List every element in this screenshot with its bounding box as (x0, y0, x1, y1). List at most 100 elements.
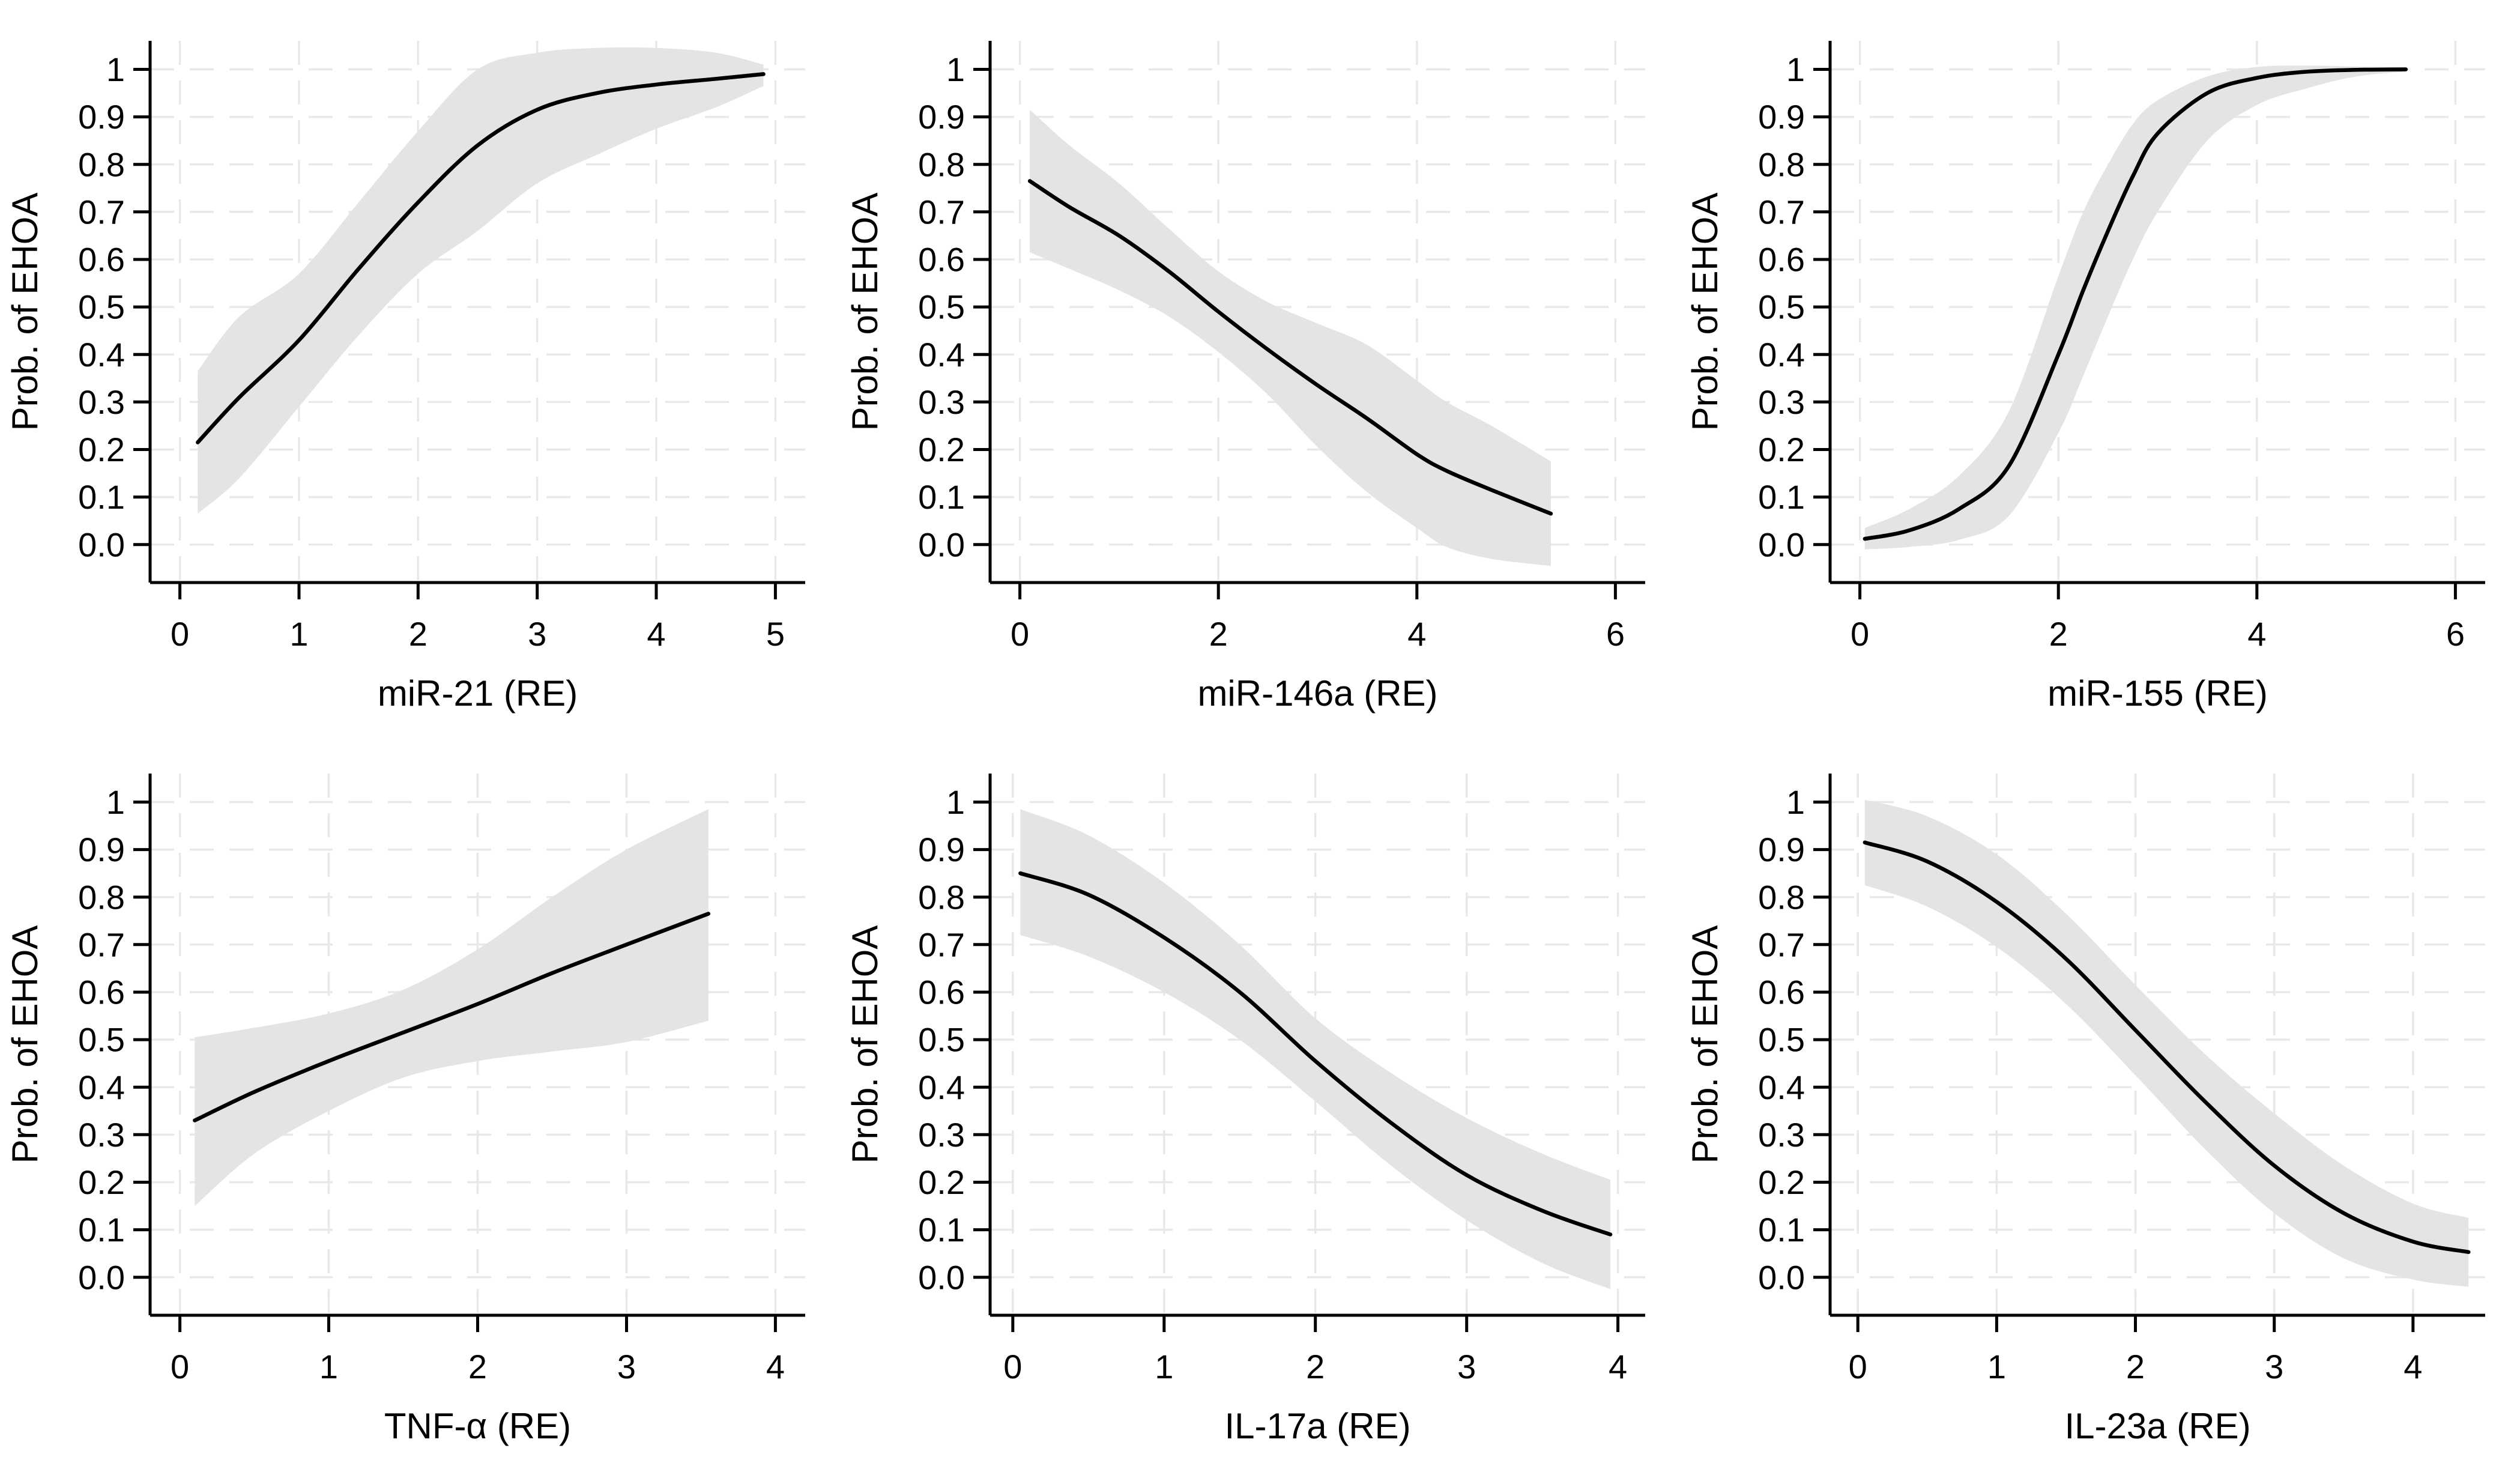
y-tick-label: 0.8 (1758, 145, 1805, 183)
x-tick-label: 0 (1849, 1348, 1867, 1386)
tick-labels-group: 0.0 0.1 0.2 0.3 0.4 0.5 0.6 0.7 0.8 0.9 1 0 1 2 3 4 (918, 783, 1627, 1386)
y-tick-label: 0.3 (918, 1116, 965, 1154)
chart-il-17a: 0.0 0.1 0.2 0.3 0.4 0.5 0.6 0.7 0.8 0.9 1 0 1 2 3 4 IL-1… (845, 774, 1645, 1446)
confidence-band (195, 809, 709, 1207)
y-tick-label: 0.5 (1758, 288, 1805, 326)
chart-mir-21: 0.0 0.1 0.2 0.3 0.4 0.5 0.6 0.7 0.8 0.9 1 0 1 2 3 4 5 miR… (5, 41, 805, 713)
probability-curve (1018, 871, 1613, 1237)
y-tick-label: 0.9 (78, 98, 125, 136)
y-tick-label: 0.8 (1758, 878, 1805, 916)
y-tick-label: 0.3 (78, 1116, 125, 1154)
subplot-mir-155: 0.0 0.1 0.2 0.3 0.4 0.5 0.6 0.7 0.8 0.9 1 0 2 4 6 miR-1… (1680, 0, 2520, 733)
y-tick-label: 0.6 (78, 241, 125, 279)
axes-group (133, 41, 805, 599)
y-tick-label: 0.3 (1758, 1116, 1805, 1154)
y-tick-label: 0.2 (1758, 431, 1805, 468)
chart-il-23a: 0.0 0.1 0.2 0.3 0.4 0.5 0.6 0.7 0.8 0.9 1 0 1 2 3 4 IL-2… (1685, 774, 2485, 1446)
x-tick-label: 4 (1609, 1348, 1627, 1386)
x-axis-title: miR-21 (RE) (378, 673, 578, 713)
tick-labels-group: 0.0 0.1 0.2 0.3 0.4 0.5 0.6 0.7 0.8 0.9 1 0 2 4 6 (1758, 50, 2465, 653)
probability-curve (1863, 67, 2408, 541)
y-tick-label: 0.0 (918, 1258, 965, 1296)
y-tick-label: 0.1 (78, 1211, 125, 1249)
x-tick-label: 6 (2446, 615, 2465, 653)
y-tick-label: 0.9 (78, 831, 125, 868)
y-tick-label: 0.4 (1758, 336, 1805, 374)
chart-mir-155: 0.0 0.1 0.2 0.3 0.4 0.5 0.6 0.7 0.8 0.9 1 0 2 4 6 miR-1… (1685, 41, 2485, 713)
y-axis-title: Prob. of EHOA (1685, 925, 1725, 1164)
x-axis-title: IL-17a (RE) (1224, 1406, 1410, 1446)
subplot-il-23a: 0.0 0.1 0.2 0.3 0.4 0.5 0.6 0.7 0.8 0.9 1 0 1 2 3 4 IL-2… (1680, 733, 2520, 1465)
y-tick-label: 1 (106, 783, 125, 821)
y-tick-label: 0.9 (1758, 98, 1805, 136)
y-tick-label: 0.4 (78, 336, 125, 374)
y-tick-label: 1 (1786, 50, 1805, 88)
x-tick-label: 0 (1011, 615, 1029, 653)
x-axis-title: IL-23a (RE) (2064, 1406, 2250, 1446)
y-tick-label: 0.2 (918, 1163, 965, 1201)
y-tick-label: 1 (1786, 783, 1805, 821)
y-tick-label: 0.2 (78, 431, 125, 468)
x-tick-label: 2 (1209, 615, 1228, 653)
y-tick-label: 0.6 (918, 974, 965, 1011)
x-tick-label: 3 (617, 1348, 636, 1386)
y-tick-label: 0.7 (78, 925, 125, 963)
axes-group (973, 774, 1645, 1332)
confidence-band (1864, 799, 2469, 1287)
probability-curve (196, 72, 766, 444)
x-tick-label: 0 (171, 1348, 189, 1386)
y-tick-label: 0.3 (78, 383, 125, 421)
y-tick-label: 0.4 (918, 336, 965, 374)
tick-labels-group: 0.0 0.1 0.2 0.3 0.4 0.5 0.6 0.7 0.8 0.9 1 0 2 4 6 (918, 50, 1625, 653)
y-tick-label: 0.6 (1758, 241, 1805, 279)
y-tick-label: 0.3 (1758, 383, 1805, 421)
y-axis-title: Prob. of EHOA (5, 925, 45, 1164)
y-tick-label: 0.9 (1758, 831, 1805, 868)
y-tick-label: 0.0 (1758, 1258, 1805, 1296)
y-tick-label: 0.5 (918, 1021, 965, 1059)
x-axis-title: miR-155 (RE) (2047, 673, 2268, 713)
probability-curve (193, 912, 711, 1122)
probability-curve (1863, 840, 2471, 1255)
x-tick-label: 4 (2247, 615, 2266, 653)
y-tick-label: 0.2 (918, 431, 965, 468)
x-tick-label: 0 (1003, 1348, 1022, 1386)
y-tick-label: 0.6 (918, 241, 965, 279)
x-tick-label: 4 (766, 1348, 785, 1386)
y-tick-label: 0.8 (918, 878, 965, 916)
x-tick-label: 4 (2404, 1348, 2422, 1386)
axes-group (133, 774, 805, 1332)
x-tick-label: 1 (319, 1348, 338, 1386)
x-tick-label: 6 (1606, 615, 1625, 653)
y-tick-label: 0.5 (918, 288, 965, 326)
y-axis-title: Prob. of EHOA (845, 925, 885, 1164)
y-tick-label: 0.1 (918, 478, 965, 516)
y-tick-label: 0.7 (1758, 193, 1805, 231)
x-tick-label: 5 (766, 615, 785, 653)
y-tick-label: 0.9 (918, 98, 965, 136)
y-tick-label: 0.8 (78, 878, 125, 916)
y-tick-label: 0.7 (78, 193, 125, 231)
y-tick-label: 0.1 (78, 478, 125, 516)
tick-labels-group: 0.0 0.1 0.2 0.3 0.4 0.5 0.6 0.7 0.8 0.9 1 0 1 2 3 4 (1758, 783, 2422, 1386)
subplot-il-17a: 0.0 0.1 0.2 0.3 0.4 0.5 0.6 0.7 0.8 0.9 1 0 1 2 3 4 IL-1… (840, 733, 1680, 1465)
y-axis-title: Prob. of EHOA (845, 193, 885, 431)
y-tick-label: 1 (946, 50, 965, 88)
x-tick-label: 0 (171, 615, 189, 653)
y-tick-label: 0.4 (1758, 1068, 1805, 1106)
x-tick-label: 0 (1851, 615, 1869, 653)
y-tick-label: 0.8 (918, 145, 965, 183)
y-tick-label: 0.2 (1758, 1163, 1805, 1201)
x-tick-label: 2 (1306, 1348, 1325, 1386)
y-tick-label: 0.0 (78, 526, 125, 563)
chart-mir-146a: 0.0 0.1 0.2 0.3 0.4 0.5 0.6 0.7 0.8 0.9 1 0 2 4 6 miR-1… (845, 41, 1645, 713)
x-tick-label: 1 (289, 615, 308, 653)
y-tick-label: 0.5 (78, 1021, 125, 1059)
x-axis-title: miR-146a (RE) (1197, 673, 1437, 713)
y-tick-label: 0.8 (78, 145, 125, 183)
y-tick-label: 0.1 (1758, 1211, 1805, 1249)
x-tick-label: 4 (647, 615, 665, 653)
y-tick-label: 0.0 (918, 526, 965, 563)
y-tick-label: 1 (106, 50, 125, 88)
